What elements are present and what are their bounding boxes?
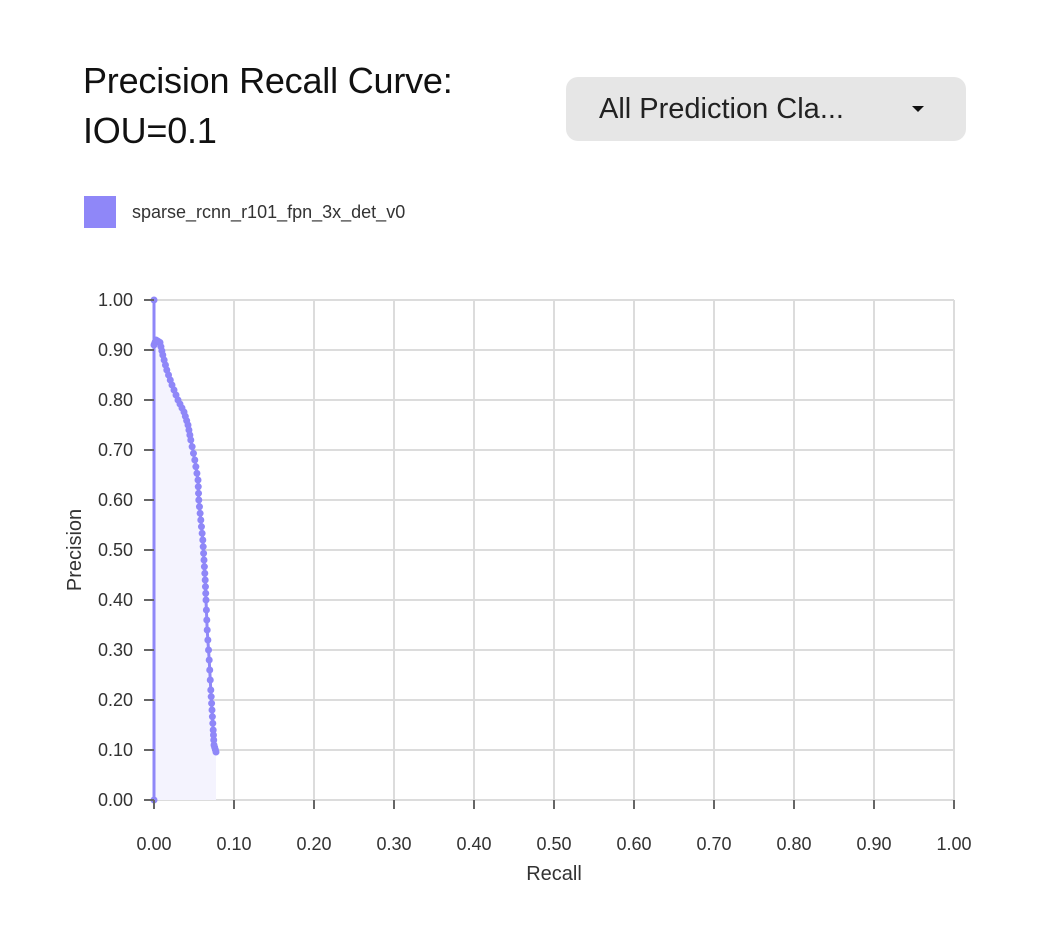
y-tick-label: 0.00 — [98, 790, 133, 810]
chart-title-line2: IOU=0.1 — [83, 110, 217, 151]
x-tick-label: 0.60 — [616, 834, 651, 854]
chart-legend: sparse_rcnn_r101_fpn_3x_det_v0 — [84, 196, 405, 228]
x-tick-label: 0.00 — [136, 834, 171, 854]
y-tick-label: 1.00 — [98, 290, 133, 310]
grid-lines — [153, 299, 955, 801]
x-tick-label: 0.20 — [296, 834, 331, 854]
dropdown-selected-value: All Prediction Cla... — [599, 92, 844, 125]
x-tick-label: 0.40 — [456, 834, 491, 854]
chart-title-line1: Precision Recall Curve: — [83, 60, 453, 101]
curve-area-fill — [154, 340, 216, 800]
x-tick-label: 1.00 — [936, 834, 971, 854]
y-axis-title: Precision — [64, 509, 86, 591]
curve-points — [150, 296, 220, 804]
y-tick-label: 0.90 — [98, 340, 133, 360]
caret-down-icon — [912, 106, 924, 112]
y-tick-label: 0.70 — [98, 440, 133, 460]
x-tick-label: 0.90 — [856, 834, 891, 854]
chart-title: Precision Recall Curve: IOU=0.1 — [83, 56, 543, 156]
y-tick-label: 0.50 — [98, 540, 133, 560]
y-tick-label: 0.60 — [98, 490, 133, 510]
y-tick-label: 0.40 — [98, 590, 133, 610]
x-tick-label: 0.30 — [376, 834, 411, 854]
x-axis-title: Recall — [526, 863, 582, 885]
y-tick-label: 0.10 — [98, 740, 133, 760]
legend-swatch — [84, 196, 116, 228]
x-tick-label: 0.70 — [696, 834, 731, 854]
y-axis: 0.00 0.10 0.20 0.30 0.40 0.50 0.60 0.70 0.80 0.90… — [98, 290, 154, 810]
x-axis: 0.00 0.10 0.20 0.30 0.40 0.50 0.60 0.70 0.80 0.90… — [136, 800, 972, 854]
x-tick-label: 0.80 — [776, 834, 811, 854]
x-tick-label: 0.50 — [536, 834, 571, 854]
y-tick-label: 0.20 — [98, 690, 133, 710]
x-tick-label: 0.10 — [216, 834, 251, 854]
legend-label: sparse_rcnn_r101_fpn_3x_det_v0 — [132, 201, 406, 222]
prediction-class-dropdown[interactable]: All Prediction Cla... — [566, 77, 966, 141]
y-tick-label: 0.30 — [98, 640, 133, 660]
y-tick-label: 0.80 — [98, 390, 133, 410]
